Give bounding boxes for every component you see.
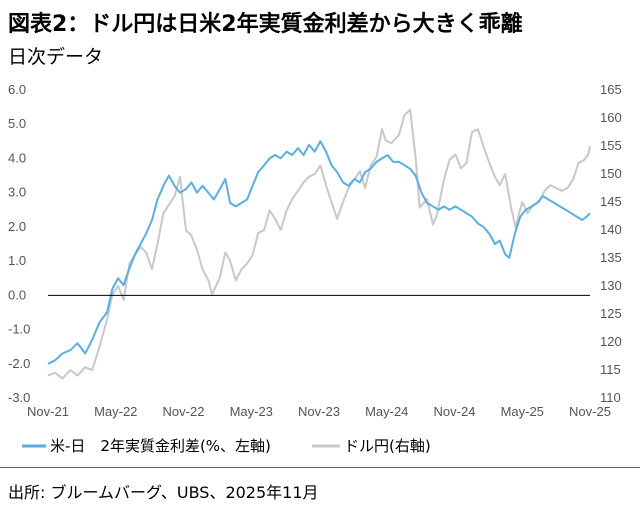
x-axis-tick-label: Nov-23: [298, 404, 340, 419]
right-axis-tick-label: 130: [600, 278, 622, 293]
left-axis-tick-label: -3.0: [8, 390, 30, 405]
footer-divider: [0, 467, 640, 468]
x-axis-tick-label: Nov-24: [434, 404, 476, 419]
right-axis-tick-label: 115: [600, 362, 621, 377]
x-axis-tick-label: May-22: [94, 404, 137, 419]
right-axis-tick-label: 125: [600, 306, 622, 321]
right-axis-tick-label: 160: [600, 110, 622, 125]
x-axis-tick-label: May-25: [501, 404, 544, 419]
right-axis-tick-label: 110: [600, 390, 621, 405]
left-axis-tick-label: -1.0: [8, 322, 30, 337]
x-axis-tick-label: May-24: [365, 404, 408, 419]
left-axis-tick-label: 1.0: [8, 253, 26, 268]
left-axis-tick-label: -2.0: [8, 356, 30, 371]
spread-series-line: [47, 140, 591, 365]
right-axis-tick-label: 120: [600, 334, 622, 349]
right-axis-tick-label: 145: [600, 194, 622, 209]
right-axis-tick-label: 165: [600, 82, 622, 97]
left-axis-tick-label: 5.0: [8, 116, 26, 131]
right-axis-tick-label: 140: [600, 222, 622, 237]
left-axis-tick-label: 6.0: [8, 82, 26, 97]
source-note: 出所: ブルームバーグ、UBS、2025年11月: [8, 483, 319, 502]
left-axis-tick-label: 0.0: [8, 287, 26, 302]
x-axis-tick-label: Nov-25: [569, 404, 611, 419]
legend-label-spread: 米-日 2年実質金利差(%、左軸): [50, 437, 271, 455]
usdjpy-series-line: [47, 108, 591, 380]
right-axis-tick-label: 135: [600, 250, 622, 265]
left-axis-tick-label: 4.0: [8, 150, 26, 165]
x-axis-tick-label: Nov-22: [163, 404, 205, 419]
chart-title: 図表2：ドル円は日米2年実質金利差から大きく乖離: [8, 12, 523, 37]
right-axis-tick-label: 155: [600, 138, 622, 153]
right-axis-tick-label: 150: [600, 166, 622, 181]
x-axis-tick-label: May-23: [230, 404, 273, 419]
left-axis-tick-label: 2.0: [8, 219, 26, 234]
left-axis-tick-label: 3.0: [8, 185, 26, 200]
chart-subtitle: 日次データ: [8, 46, 104, 68]
legend-label-usdjpy: ドル円(右軸): [344, 437, 431, 455]
x-axis-tick-label: Nov-21: [27, 404, 69, 419]
